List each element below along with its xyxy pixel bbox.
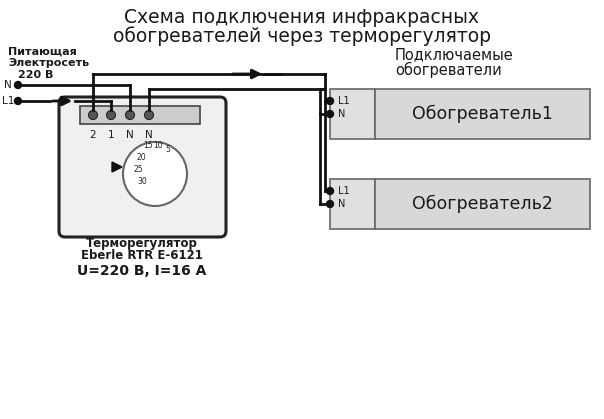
Circle shape <box>89 111 97 119</box>
Text: N: N <box>338 199 345 209</box>
Text: Электросеть: Электросеть <box>8 58 89 68</box>
Text: Схема подключения инфракрасных: Схема подключения инфракрасных <box>124 8 480 27</box>
Text: 30: 30 <box>137 178 147 186</box>
Text: 1: 1 <box>108 130 114 140</box>
Text: U=220 В, I=16 А: U=220 В, I=16 А <box>77 264 207 278</box>
Bar <box>330 89 375 139</box>
Text: N: N <box>145 130 153 140</box>
Circle shape <box>327 98 333 104</box>
Text: L1: L1 <box>2 96 14 106</box>
Text: 20: 20 <box>136 153 146 163</box>
FancyBboxPatch shape <box>59 97 226 237</box>
Text: 25: 25 <box>133 166 143 174</box>
Text: 10: 10 <box>153 140 163 150</box>
Circle shape <box>123 142 187 206</box>
Text: N: N <box>4 80 11 90</box>
Text: L1: L1 <box>338 186 350 196</box>
Text: 220 В: 220 В <box>18 70 53 80</box>
Circle shape <box>327 187 333 194</box>
Circle shape <box>14 98 22 104</box>
Circle shape <box>144 111 153 119</box>
Text: Обогреватель2: Обогреватель2 <box>412 195 553 213</box>
Text: Питающая: Питающая <box>8 47 77 57</box>
Bar <box>80 106 200 124</box>
Polygon shape <box>112 162 122 172</box>
Text: N: N <box>126 130 134 140</box>
Circle shape <box>126 111 135 119</box>
Circle shape <box>14 82 22 88</box>
Text: 2: 2 <box>89 130 96 140</box>
Circle shape <box>106 111 115 119</box>
Text: Терморегулятор: Терморегулятор <box>86 237 198 250</box>
Text: обогреватели: обогреватели <box>395 62 502 78</box>
Circle shape <box>327 111 333 117</box>
Text: 5: 5 <box>165 145 170 153</box>
Bar <box>375 179 590 229</box>
Text: N: N <box>338 109 345 119</box>
Text: Обогреватель1: Обогреватель1 <box>412 105 553 123</box>
Text: L1: L1 <box>338 96 350 106</box>
Text: Eberle RTR E-6121: Eberle RTR E-6121 <box>81 249 203 262</box>
Circle shape <box>327 201 333 207</box>
Text: Подключаемые: Подключаемые <box>395 47 514 62</box>
Text: 15: 15 <box>143 140 153 150</box>
Bar <box>375 89 590 139</box>
Text: обогревателей через терморегулятор: обогревателей через терморегулятор <box>113 26 491 46</box>
Bar <box>330 179 375 229</box>
